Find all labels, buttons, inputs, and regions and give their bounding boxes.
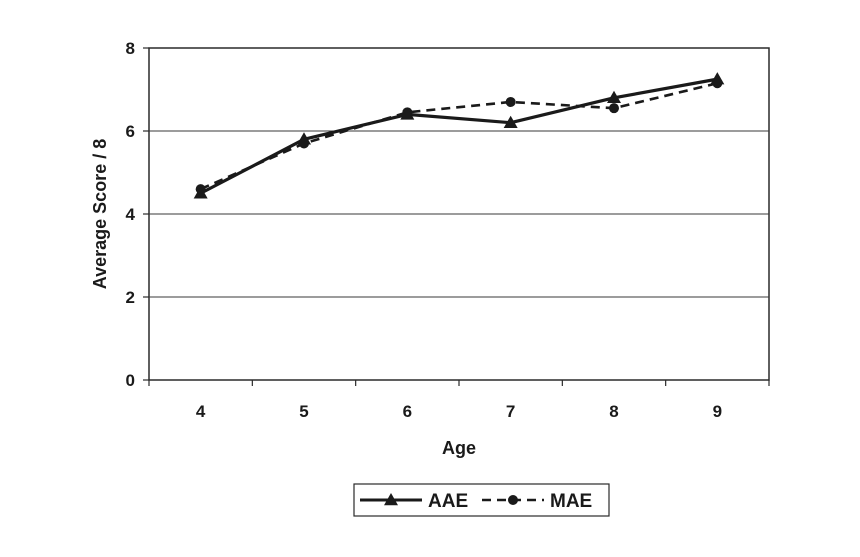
series-aae	[193, 72, 725, 199]
x-tick-label-4: 4	[196, 402, 206, 421]
y-tick-label-6: 6	[126, 122, 135, 141]
gridlines	[149, 130, 769, 298]
series-line-aae	[199, 77, 718, 195]
legend-marker-aae	[384, 493, 398, 506]
data-point-aae-8	[607, 90, 621, 104]
data-point-aae-6	[400, 107, 415, 120]
y-tick-label-2: 2	[126, 288, 135, 307]
data-point-mae-7	[505, 96, 516, 107]
legend: AAE MAE	[353, 483, 610, 517]
x-tick-label-9: 9	[713, 402, 722, 421]
y-axis-title: Average Score / 8	[90, 139, 110, 289]
data-point-mae-8	[609, 103, 619, 114]
data-point-aae-5	[297, 132, 311, 145]
series-layer	[193, 72, 725, 199]
data-point-aae-7	[503, 115, 518, 128]
y-tick-label-8: 8	[126, 39, 135, 58]
series-line-mae	[200, 82, 718, 191]
legend-label-mae: MAE	[550, 491, 592, 512]
x-tick-label-5: 5	[299, 402, 308, 421]
x-tick-label-6: 6	[403, 402, 412, 421]
y-tick-label-0: 0	[126, 371, 135, 390]
x-axis-ticks: 4 5 6 7 8 9	[148, 380, 770, 421]
data-point-aae-9	[710, 72, 725, 85]
x-tick-label-8: 8	[609, 402, 618, 421]
legend-label-aae: AAE	[428, 491, 468, 512]
y-tick-label-4: 4	[126, 205, 136, 224]
x-tick-label-7: 7	[506, 402, 515, 421]
y-axis-ticks: 0 2 4 6 8	[126, 39, 149, 390]
x-axis-title: Age	[442, 438, 476, 458]
data-point-aae-4	[193, 186, 208, 199]
legend-marker-mae	[508, 495, 518, 505]
